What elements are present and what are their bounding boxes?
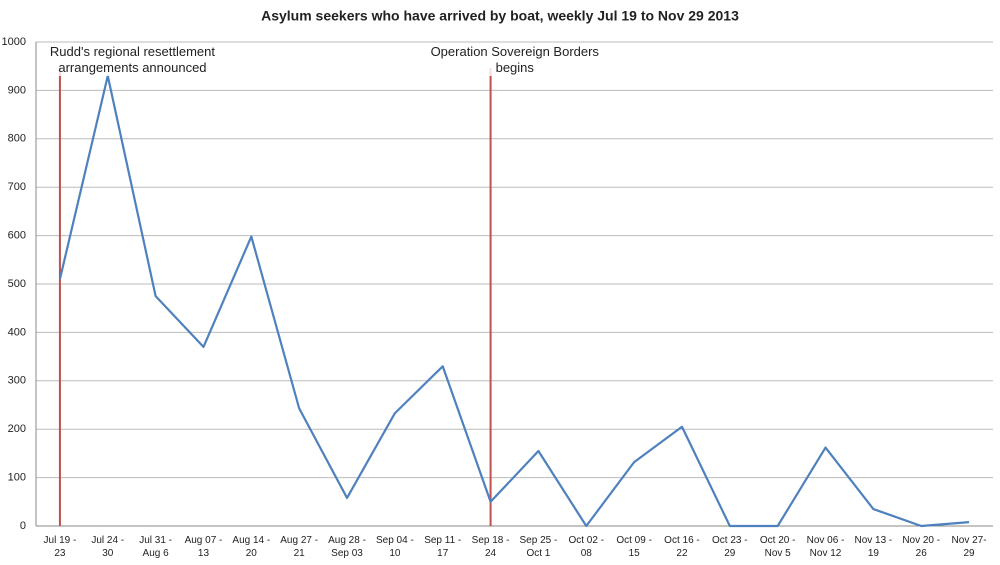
annotation-text: Rudd's regional resettlement arrangement…	[49, 44, 215, 76]
chart-title: Asylum seekers who have arrived by boat,…	[261, 8, 739, 24]
y-tick-label: 900	[8, 84, 26, 96]
x-tick-label: Jul 24 - 30	[91, 535, 125, 559]
x-tick-label: Aug 27 - 21	[280, 535, 319, 559]
y-tick-label: 400	[8, 326, 26, 338]
x-tick-label: Oct 16 - 22	[664, 535, 700, 559]
y-tick-label: 100	[8, 472, 26, 484]
y-tick-label: 800	[8, 133, 26, 145]
x-tick-label: Nov 13 - 19	[854, 535, 893, 559]
x-tick-label: Jul 19 - 23	[43, 535, 77, 559]
x-tick-label: Oct 09 - 15	[616, 535, 652, 559]
x-tick-label: Nov 20 - 26	[902, 535, 941, 559]
x-tick-label: Aug 28 - Sep 03	[328, 535, 366, 559]
line	[58, 74, 970, 528]
x-tick-label: Oct 23 - 29	[712, 535, 748, 559]
y-tick-label: 0	[20, 520, 26, 532]
x-tick-label: Jul 31 - Aug 6	[139, 535, 173, 559]
y-tick-label: 200	[8, 423, 26, 435]
x-tick-label: Aug 07 - 13	[184, 535, 223, 559]
y-tick-label: 700	[8, 181, 26, 193]
y-tick-label: 600	[8, 230, 26, 242]
y-tick-label: 1000	[2, 36, 26, 48]
x-tick-label: Sep 18 - 24	[471, 535, 510, 559]
x-tick-label: Oct 02 - 08	[568, 535, 605, 559]
x-tick-label: Sep 11 - 17	[424, 535, 462, 559]
x-tick-label: Sep 25 - Oct 1	[519, 535, 558, 559]
x-tick-label: Aug 14 - 20	[232, 535, 271, 559]
annotation-text: Operation Sovereign Borders begins	[430, 44, 599, 76]
x-tick-label: Nov 06 - Nov 12	[806, 535, 845, 559]
x-tick-label: Sep 04 - 10	[375, 535, 414, 559]
x-tick-label: Nov 27- 29	[951, 535, 987, 559]
x-tick-label: Oct 20 - Nov 5	[759, 535, 796, 559]
y-tick-label: 300	[8, 375, 26, 387]
y-tick-label: 500	[8, 278, 26, 290]
